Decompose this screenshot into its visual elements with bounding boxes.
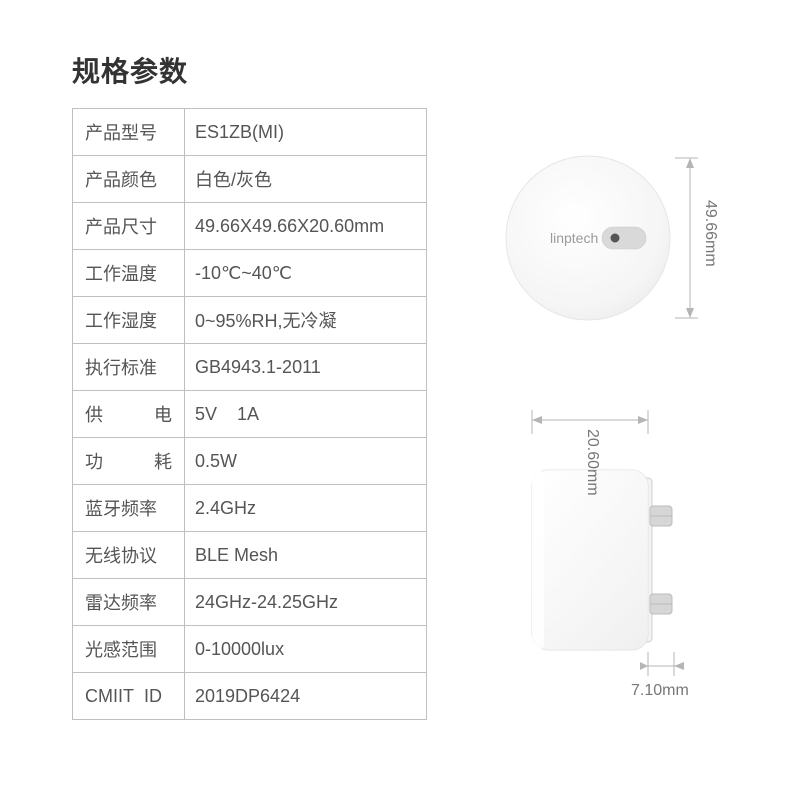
spec-value: 0-10000lux	[185, 626, 427, 673]
spec-value: 2019DP6424	[185, 673, 427, 720]
spec-label: 光感范围	[73, 626, 185, 673]
spec-label: 产品型号	[73, 109, 185, 156]
spec-value: 白色/灰色	[185, 156, 427, 203]
spec-value: 5V 1A	[185, 391, 427, 438]
spec-label: 工作湿度	[73, 297, 185, 344]
table-row: 雷达频率24GHz-24.25GHz	[73, 579, 427, 626]
spec-table: 产品型号ES1ZB(MI)产品颜色白色/灰色产品尺寸49.66X49.66X20…	[72, 108, 427, 720]
spec-value: 49.66X49.66X20.60mm	[185, 203, 427, 250]
spec-value: 0.5W	[185, 438, 427, 485]
top-view-diagram: linptech	[480, 140, 730, 360]
spec-label: 供电	[73, 391, 185, 438]
table-row: 执行标准GB4943.1-2011	[73, 344, 427, 391]
spec-label: 产品颜色	[73, 156, 185, 203]
table-row: 产品颜色白色/灰色	[73, 156, 427, 203]
spec-label: CMIIT ID	[73, 673, 185, 720]
table-row: 供电5V 1A	[73, 391, 427, 438]
table-row: 工作温度-10℃~40℃	[73, 250, 427, 297]
table-row: 工作湿度0~95%RH,无冷凝	[73, 297, 427, 344]
table-row: 蓝牙频率2.4GHz	[73, 485, 427, 532]
brand-text: linptech	[550, 230, 598, 246]
spec-label: 功耗	[73, 438, 185, 485]
spec-value: GB4943.1-2011	[185, 344, 427, 391]
spec-label: 工作温度	[73, 250, 185, 297]
table-row: 产品尺寸49.66X49.66X20.60mm	[73, 203, 427, 250]
page-title: 规格参数	[72, 50, 188, 90]
table-row: 功耗0.5W	[73, 438, 427, 485]
top-view-diameter-label: 49.66mm	[701, 200, 719, 267]
table-row: 光感范围0-10000lux	[73, 626, 427, 673]
spec-value: 0~95%RH,无冷凝	[185, 297, 427, 344]
spec-value: 24GHz-24.25GHz	[185, 579, 427, 626]
side-view-width-label: 20.60mm	[583, 429, 601, 496]
spec-label: 无线协议	[73, 532, 185, 579]
table-row: 产品型号ES1ZB(MI)	[73, 109, 427, 156]
spec-value: 2.4GHz	[185, 485, 427, 532]
table-row: 无线协议BLE Mesh	[73, 532, 427, 579]
spec-value: -10℃~40℃	[185, 250, 427, 297]
table-row: CMIIT ID2019DP6424	[73, 673, 427, 720]
spec-label: 产品尺寸	[73, 203, 185, 250]
side-view-bracket-label: 7.10mm	[631, 682, 689, 700]
spec-label: 雷达频率	[73, 579, 185, 626]
spec-label: 蓝牙频率	[73, 485, 185, 532]
spec-label: 执行标准	[73, 344, 185, 391]
spec-value: BLE Mesh	[185, 532, 427, 579]
spec-value: ES1ZB(MI)	[185, 109, 427, 156]
side-view-diagram	[478, 400, 738, 700]
